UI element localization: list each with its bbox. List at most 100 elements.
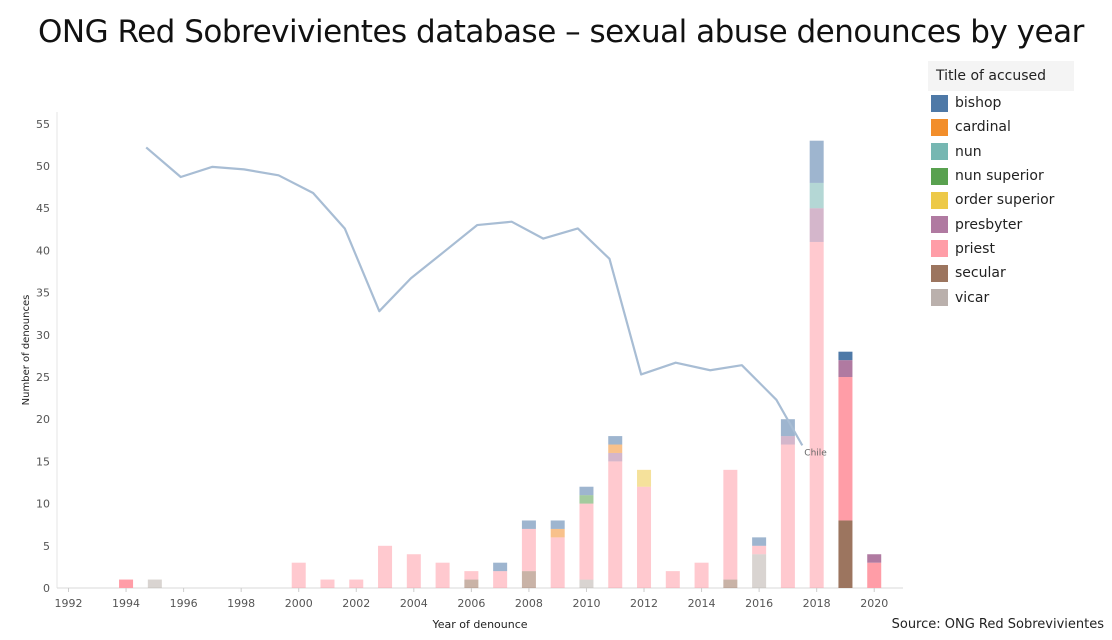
legend-swatch	[931, 289, 948, 307]
y-tick-label: 20	[36, 413, 50, 426]
line-layer: Chile	[145, 146, 827, 458]
bar-segment-secular-2008	[521, 571, 536, 588]
legend-label: cardinal	[955, 119, 1011, 136]
y-tick-label: 15	[36, 455, 50, 468]
bar-segment-presbyter-2020	[867, 554, 882, 563]
bar-segment-priest-2011	[608, 461, 623, 588]
bar-segment-bishop-2009	[550, 520, 565, 529]
legend-label: presbyter	[955, 216, 1023, 233]
y-tick-label: 0	[43, 582, 50, 595]
bar-segment-nun-superior-2010	[579, 495, 594, 504]
legend-item-order-superior[interactable]: order superior	[928, 188, 1074, 212]
bar-segment-priest-2008	[521, 528, 536, 572]
legend-label: bishop	[955, 95, 1002, 112]
bar-segment-bishop-2007	[493, 562, 508, 572]
bar-segment-priest-2000	[291, 562, 306, 588]
legend-swatch	[931, 94, 948, 112]
x-tick-label: 2010	[572, 597, 600, 610]
legend-swatch	[931, 216, 948, 234]
x-tick-label: 2014	[688, 597, 716, 610]
bar-segment-vicar-2016	[752, 554, 767, 588]
bar-segment-secular-2006	[464, 579, 479, 588]
bar-segment-order-superior-2012	[637, 469, 652, 487]
bar-segment-priest-2004	[406, 554, 421, 588]
x-tick-label: 2000	[285, 597, 313, 610]
y-tick-label: 55	[36, 118, 50, 131]
chart-title: ONG Red Sobrevivientes database – sexual…	[38, 14, 1084, 50]
x-tick-label: 2018	[803, 597, 831, 610]
y-axis-label: Number of denounces	[21, 295, 32, 406]
bar-segment-priest-2010	[579, 503, 594, 580]
bar-segment-vicar-2010	[579, 579, 594, 588]
bar-segment-secular-2015	[723, 579, 738, 588]
legend-item-secular[interactable]: secular	[928, 261, 1074, 285]
bar-segment-bishop-2011	[608, 436, 623, 445]
bar-segment-bishop-2010	[579, 486, 594, 496]
y-tick-label: 40	[36, 244, 50, 257]
line-series-label: Chile	[804, 448, 827, 458]
bar-segment-presbyter-2019	[838, 360, 853, 378]
chart-plot: Chile 0 5 10 15 20 25 30 35 40 45 50 55 1992 1994 1996…	[21, 112, 903, 631]
bar-segment-presbyter-2011	[608, 452, 623, 462]
legend-items: bishop cardinal nun nun superior order super…	[928, 91, 1074, 310]
bar-segment-bishop-2017	[780, 419, 795, 437]
x-tick-label: 2004	[400, 597, 428, 610]
bar-segment-priest-2017	[780, 444, 795, 588]
bar-segment-priest-2020	[867, 562, 882, 588]
x-tick-label: 1996	[170, 597, 198, 610]
y-tick-label: 30	[36, 329, 50, 342]
legend-item-priest[interactable]: priest	[928, 237, 1074, 261]
x-tick-label: 2016	[745, 597, 773, 610]
bar-segment-priest-2003	[378, 545, 393, 588]
y-tick-label: 25	[36, 371, 50, 384]
bar-layer	[119, 140, 882, 589]
bar-segment-priest-2018	[809, 241, 824, 589]
legend-swatch	[931, 118, 948, 136]
legend-item-vicar[interactable]: vicar	[928, 285, 1074, 309]
bar-segment-bishop-2016	[752, 537, 767, 546]
bar-segment-priest-2013	[665, 571, 680, 588]
x-tick-label: 2002	[342, 597, 370, 610]
bar-segment-bishop-2008	[521, 520, 536, 529]
bar-segment-priest-2007	[493, 571, 508, 588]
legend-swatch	[931, 264, 948, 282]
legend-item-nun[interactable]: nun	[928, 140, 1074, 164]
bar-segment-priest-2019	[838, 377, 853, 521]
bar-segment-secular-2019	[838, 520, 853, 588]
legend-swatch	[931, 240, 948, 258]
bar-segment-priest-2012	[637, 486, 652, 588]
bar-segment-bishop-2018	[809, 140, 824, 183]
legend-item-cardinal[interactable]: cardinal	[928, 115, 1074, 139]
x-tick-label: 2020	[860, 597, 888, 610]
bar-segment-bishop-2019	[838, 351, 853, 361]
x-axis-label: Year of denounce	[431, 618, 527, 631]
legend-label: secular	[955, 265, 1006, 282]
legend-label: nun superior	[955, 168, 1044, 185]
bar-segment-priest-1994	[119, 579, 134, 588]
legend-label: priest	[955, 240, 995, 257]
source-note: Source: ONG Red Sobrevivientes	[891, 617, 1104, 632]
legend-label: vicar	[955, 289, 990, 306]
bar-segment-priest-2014	[694, 562, 709, 588]
bar-segment-vicar-1995	[147, 579, 162, 588]
bar-segment-priest-2005	[435, 562, 450, 588]
bar-segment-priest-2006	[464, 571, 479, 580]
legend-label: nun	[955, 143, 982, 160]
grid-layer	[56, 112, 903, 592]
x-tick-label: 1998	[227, 597, 255, 610]
x-tick-label: 1994	[112, 597, 140, 610]
legend: Title of accused bishop cardinal nun nun su…	[928, 61, 1074, 310]
x-tick-label: 2008	[515, 597, 543, 610]
legend-label: order superior	[955, 192, 1055, 209]
bar-segment-priest-2002	[349, 579, 364, 588]
legend-item-bishop[interactable]: bishop	[928, 91, 1074, 115]
y-tick-label: 45	[36, 202, 50, 215]
bar-segment-priest-2015	[723, 469, 738, 580]
bar-segment-priest-2016	[752, 545, 767, 555]
x-tick-label: 2006	[457, 597, 485, 610]
legend-item-nun-superior[interactable]: nun superior	[928, 164, 1074, 188]
legend-item-presbyter[interactable]: presbyter	[928, 212, 1074, 236]
bar-segment-presbyter-2017	[780, 436, 795, 445]
bar-segment-priest-2001	[320, 579, 335, 588]
legend-swatch	[931, 167, 948, 185]
